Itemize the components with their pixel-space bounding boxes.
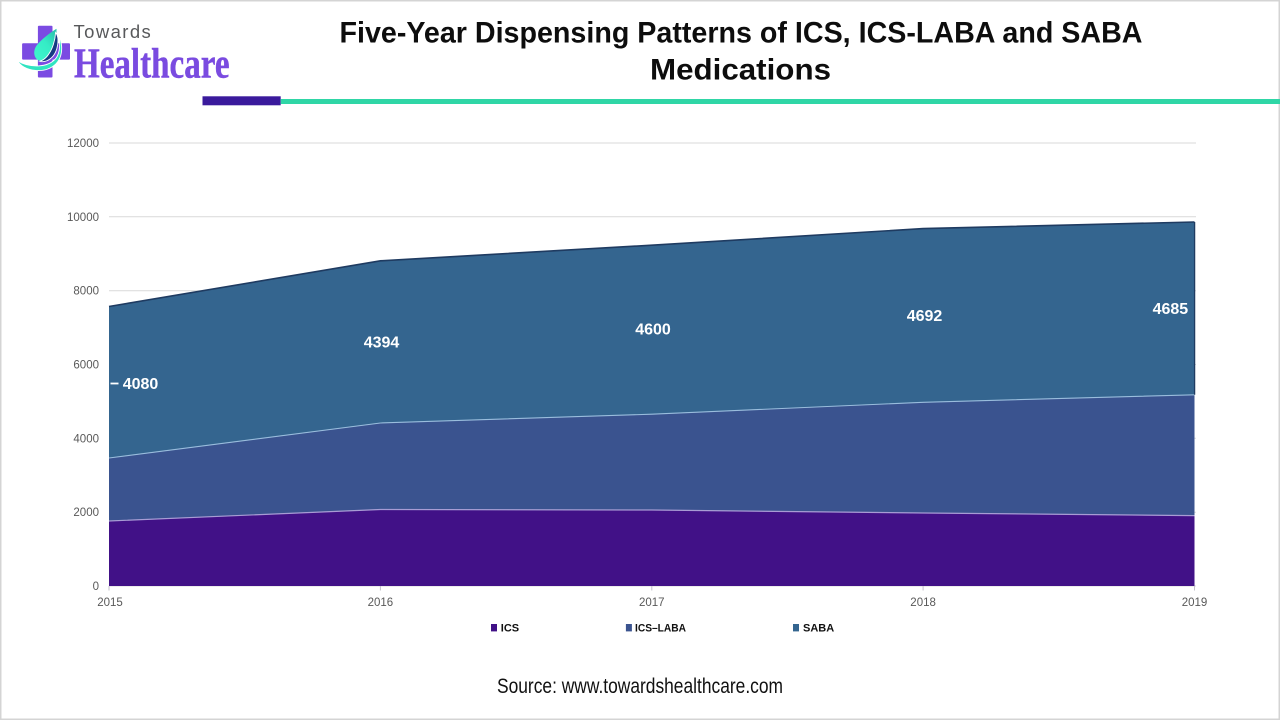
svg-text:SABA: SABA (803, 623, 834, 635)
svg-text:4394: 4394 (364, 334, 400, 351)
svg-text:0: 0 (93, 581, 99, 593)
svg-text:4000: 4000 (73, 433, 99, 445)
svg-text:2018: 2018 (910, 597, 936, 609)
svg-text:Healthcare: Healthcare (74, 42, 230, 88)
svg-text:4692: 4692 (907, 308, 943, 325)
svg-text:ICS–LABA: ICS–LABA (635, 623, 686, 635)
svg-text:2017: 2017 (639, 597, 665, 609)
svg-text:10000: 10000 (67, 212, 99, 224)
svg-text:2000: 2000 (73, 507, 99, 519)
svg-text:4080: 4080 (123, 376, 159, 393)
svg-text:2015: 2015 (97, 597, 123, 609)
svg-text:4600: 4600 (635, 321, 671, 338)
svg-text:Medications: Medications (650, 53, 831, 86)
svg-text:Five-Year Dispensing Patterns: Five-Year Dispensing Patterns of ICS, IC… (340, 16, 1143, 49)
svg-text:Source: www.towardshealthcare.: Source: www.towardshealthcare.com (497, 675, 783, 698)
svg-text:6000: 6000 (73, 360, 99, 372)
svg-text:12000: 12000 (67, 138, 99, 150)
svg-text:ICS: ICS (501, 623, 519, 635)
svg-text:4685: 4685 (1153, 301, 1189, 318)
svg-text:2019: 2019 (1182, 597, 1208, 609)
svg-text:2016: 2016 (368, 597, 394, 609)
svg-text:Towards: Towards (74, 21, 153, 42)
svg-text:8000: 8000 (73, 286, 99, 298)
